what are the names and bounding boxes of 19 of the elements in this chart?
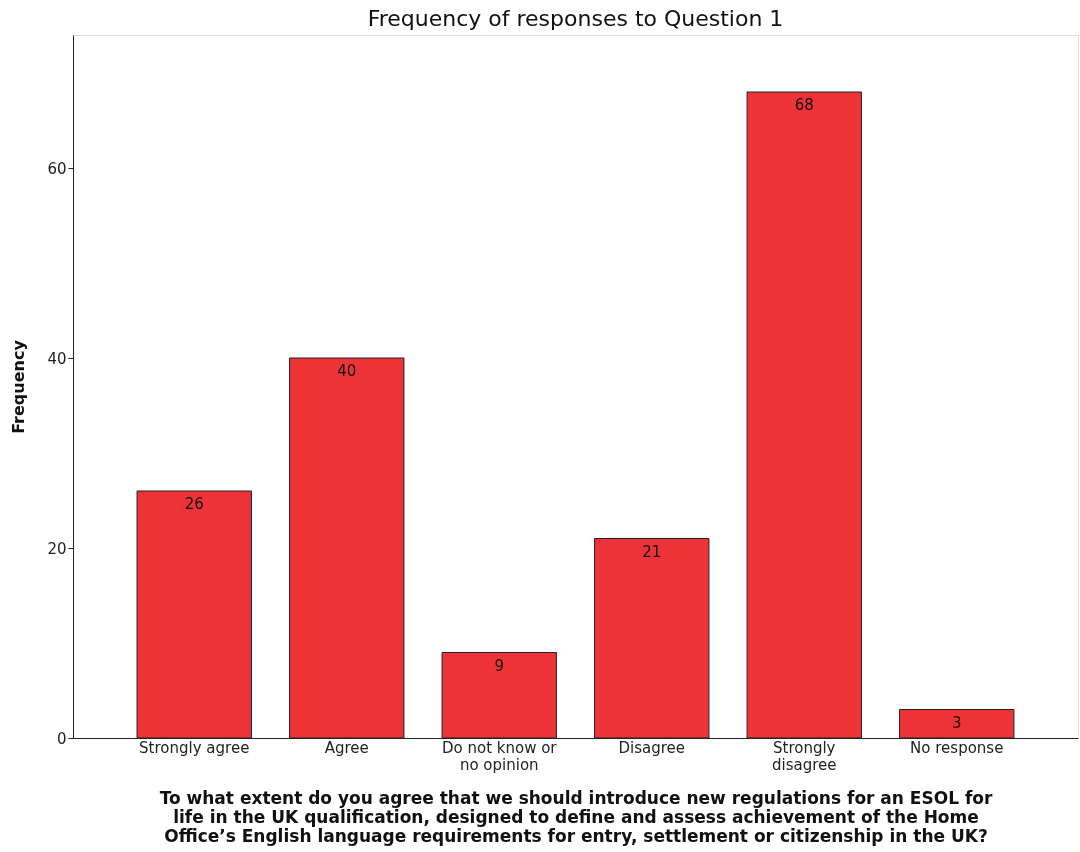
x-tick-label: No response bbox=[910, 738, 1004, 757]
x-tick-label: Agree bbox=[324, 738, 369, 757]
chart-title: Frequency of responses to Question 1 bbox=[367, 6, 784, 31]
data-label: 68 bbox=[794, 96, 814, 114]
y-tick-label: 20 bbox=[47, 539, 67, 558]
y-axis-title: Frequency bbox=[9, 339, 29, 434]
data-label: 3 bbox=[951, 713, 962, 732]
data-label: 40 bbox=[337, 362, 357, 380]
data-label: 26 bbox=[184, 495, 204, 513]
y-tick-label: 0 bbox=[56, 729, 67, 748]
y-tick-label: 60 bbox=[47, 159, 67, 178]
data-label: 21 bbox=[642, 542, 662, 561]
x-tick-label: Do not know or no opinion bbox=[441, 738, 558, 774]
x-tick-label: Strongly agree bbox=[139, 738, 250, 757]
x-tick-label: Strongly disagree bbox=[772, 738, 837, 774]
y-tick-label: 40 bbox=[47, 349, 67, 368]
data-label: 9 bbox=[494, 656, 505, 675]
x-axis-title: To what extent do you agree that we should introduce new regulations for an ESOL for life in the UK qualification, designed to define and assess achievement of the Home Office’s English language requirements for entry, settlement or citizenship in the UK? bbox=[159, 787, 993, 846]
x-tick-label: Disagree bbox=[618, 738, 686, 757]
